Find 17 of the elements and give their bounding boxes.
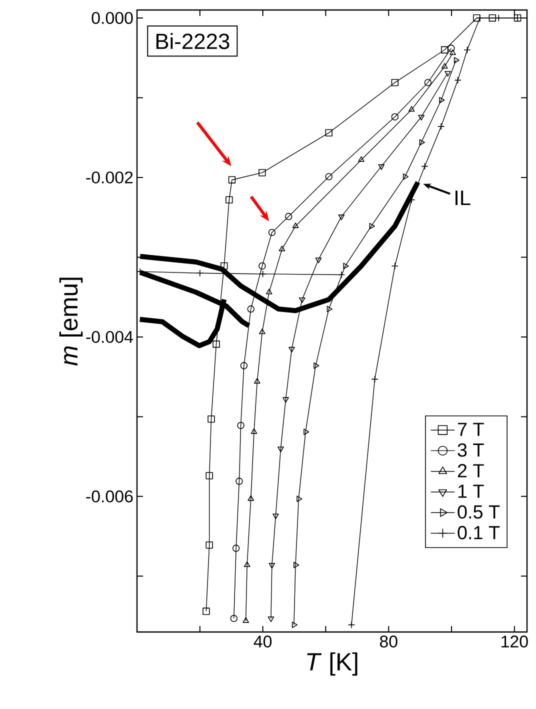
legend-label: 0.5 T [458, 505, 500, 519]
legend-label: 0.1 T [458, 526, 500, 540]
x-axis-title: T [K] [307, 652, 358, 676]
legend-label: 3 T [458, 443, 484, 457]
y-tick-label: 0.000 [92, 12, 133, 24]
legend-label: 1 T [458, 484, 484, 498]
x-tick-label: 80 [380, 636, 398, 648]
x-tick-label: 120 [502, 636, 528, 648]
legend-label: 2 T [458, 464, 484, 478]
y-tick-label: -0.002 [86, 171, 133, 184]
legend-label: 7 T [458, 422, 484, 436]
annotation: Bi-2223 [156, 33, 230, 50]
y-tick-label: -0.004 [86, 330, 133, 343]
x-tick-label: 40 [254, 636, 272, 648]
annotation: IL [456, 190, 470, 206]
y-tick-label: -0.006 [86, 490, 133, 502]
y-axis-title: m [emu] [59, 278, 83, 366]
